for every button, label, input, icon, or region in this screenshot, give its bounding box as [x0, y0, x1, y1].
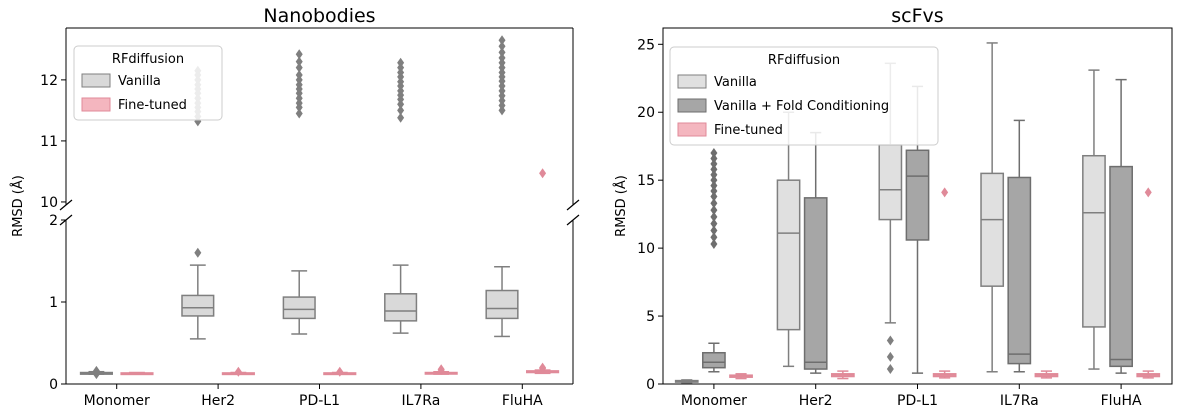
- legend-label-vanilla-fold-conditioning: Vanilla + Fold Conditioning: [714, 99, 889, 114]
- chart-title: scFvs: [891, 5, 943, 27]
- box-fluha-vanilla-outlier-13: [498, 41, 506, 52]
- legend-label-fine-tuned: Fine-tuned: [118, 98, 187, 113]
- box-il7ra-vanilla-outlier-11: [397, 57, 405, 68]
- y-tick-label-0: 0: [49, 377, 58, 393]
- chart-title: Nanobodies: [263, 5, 375, 27]
- box-monomer-vanilla-fold-conditioning-outlier-11: [710, 169, 718, 180]
- y-tick-label-10: 10: [637, 241, 655, 257]
- y-tick-label-20: 20: [637, 105, 655, 121]
- x-tick-label-her2: Her2: [201, 393, 235, 409]
- axis-break-mark-2: [566, 199, 580, 211]
- box-monomer-vanilla-fold-conditioning-outlier-10: [710, 175, 718, 186]
- y-tick-label-25: 25: [637, 37, 655, 53]
- x-tick-label-her2: Her2: [799, 393, 833, 409]
- x-tick-label-pd-l1: PD-L1: [299, 393, 340, 409]
- box-pd-l1-vanilla-iqr: [282, 296, 316, 320]
- box-pd-l1-vanilla-outlier-0: [295, 108, 303, 119]
- box-fluha-vanilla-outlier-12: [498, 47, 506, 58]
- legend-swatch-vanilla: [677, 74, 707, 89]
- x-tick-label-il7ra: IL7Ra: [1000, 393, 1039, 409]
- box-il7ra-vanilla-outlier-0: [397, 112, 405, 123]
- box-pd-l1-vanilla-fold-conditioning-iqr: [905, 149, 930, 241]
- box-her2-vanilla-fold-conditioning-iqr: [803, 197, 828, 370]
- box-il7ra-vanilla-fold-conditioning-iqr: [1007, 176, 1032, 365]
- box-pd-l1-vanilla-outlier-8: [295, 69, 303, 80]
- box-pd-l1-vanilla-outlier-1: [886, 351, 894, 362]
- box-monomer-vanilla-fold-conditioning-iqr: [702, 351, 726, 369]
- axis-break-mark-0: [59, 199, 73, 211]
- box-pd-l1-vanilla-outlier-10: [295, 56, 303, 67]
- x-tick-label-fluha: FluHA: [1101, 393, 1142, 409]
- y-tick-label-2: 2: [49, 213, 58, 229]
- box-fluha-vanilla-fold-conditioning-iqr: [1109, 165, 1133, 368]
- box-fluha-vanilla-iqr: [1082, 154, 1106, 328]
- y-tick-label-12: 12: [40, 73, 58, 89]
- legend-label-vanilla: Vanilla: [118, 74, 161, 89]
- box-monomer-vanilla-fold-conditioning-outlier-15: [710, 148, 718, 159]
- box-monomer-vanilla-fold-conditioning-outlier-2: [710, 225, 718, 236]
- box-il7ra-vanilla-iqr: [980, 172, 1005, 287]
- box-fluha-vanilla-outlier-11: [498, 52, 506, 63]
- y-tick-label-11: 11: [40, 134, 58, 150]
- box-fluha-vanilla-iqr: [485, 289, 519, 320]
- box-monomer-vanilla-fold-conditioning-outlier-0: [710, 239, 718, 250]
- box-pd-l1-vanilla-outlier-0: [886, 364, 894, 375]
- y-tick-label-15: 15: [637, 173, 655, 189]
- box-her2-vanilla-iqr: [181, 294, 215, 317]
- x-tick-label-monomer: Monomer: [84, 393, 150, 409]
- y-tick-label-10: 10: [40, 195, 58, 211]
- box-monomer-vanilla-fold-conditioning-outlier-9: [710, 180, 718, 191]
- legend-title: RFdiffusion: [112, 52, 184, 67]
- x-tick-label-fluha: FluHA: [502, 393, 543, 409]
- box-pd-l1-fine-tuned-outlier-0: [941, 187, 949, 198]
- box-monomer-vanilla-outlier-4: [92, 368, 100, 379]
- x-tick-label-il7ra: IL7Ra: [401, 393, 440, 409]
- x-tick-label-pd-l1: PD-L1: [897, 393, 938, 409]
- box-pd-l1-vanilla-outlier-11: [295, 49, 303, 60]
- legend-label-vanilla: Vanilla: [714, 75, 757, 90]
- box-il7ra-vanilla-outlier-1: [397, 105, 405, 116]
- legend-frame: [669, 46, 939, 146]
- legend-label-fine-tuned: Fine-tuned: [714, 123, 783, 138]
- box-il7ra-fine-tuned-outlier-1: [437, 364, 445, 375]
- box-fluha-vanilla-outlier-14: [498, 35, 506, 46]
- scfvs-panel: scFvs 0 5 10 15 20 25 RMSD (Å) Monomer Her2 PD-L1 I…: [613, 5, 1173, 409]
- box-pd-l1-vanilla-iqr: [878, 144, 903, 221]
- box-il7ra-vanilla-iqr: [384, 293, 418, 322]
- box-monomer-vanilla-fold-conditioning-outlier-8: [710, 186, 718, 197]
- box-fluha-fine-tuned-outlier-2: [539, 168, 547, 179]
- x-tick-label-monomer: Monomer: [681, 393, 747, 409]
- y-axis-label: RMSD (Å): [613, 175, 629, 237]
- axis-break-mark-3: [566, 214, 580, 226]
- box-pd-l1-vanilla-outlier-2: [886, 335, 894, 346]
- legend-swatch-fine-tuned: [677, 122, 707, 137]
- legend-frame: [73, 45, 223, 121]
- box-monomer-vanilla-fold-conditioning-outlier-6: [710, 198, 718, 209]
- box-her2-fine-tuned-outlier-0: [234, 366, 242, 377]
- box-her2-vanilla-outlier-0: [194, 247, 202, 258]
- box-fluha-fine-tuned-outlier-0: [1144, 187, 1152, 198]
- box-monomer-vanilla-fold-conditioning-outlier-14: [710, 153, 718, 164]
- box-monomer-vanilla-fold-conditioning-outlier-4: [710, 211, 718, 222]
- y-tick-label-0: 0: [646, 377, 655, 393]
- box-her2-vanilla-iqr: [776, 179, 801, 331]
- box-monomer-vanilla-fold-conditioning-outlier-3: [710, 218, 718, 229]
- legend-swatch-vanilla-fold-conditioning: [677, 98, 707, 113]
- box-fluha-fine-tuned-outlier-1: [539, 362, 547, 373]
- box-monomer-vanilla-fold-conditioning-outlier-1: [710, 232, 718, 243]
- legend-swatch-vanilla: [81, 73, 111, 88]
- legend-swatch-fine-tuned: [81, 97, 111, 112]
- box-monomer-vanilla-fold-conditioning-outlier-7: [710, 191, 718, 202]
- box-monomer-vanilla-fold-conditioning-outlier-5: [710, 205, 718, 216]
- box-monomer-vanilla-fold-conditioning-outlier-13: [710, 158, 718, 169]
- box-pd-l1-fine-tuned-outlier-0: [336, 366, 344, 377]
- y-tick-label-5: 5: [646, 309, 655, 325]
- y-tick-label-1: 1: [49, 295, 58, 311]
- y-axis-label: RMSD (Å): [10, 175, 26, 237]
- legend-title: RFdiffusion: [768, 53, 840, 68]
- box-pd-l1-vanilla-outlier-9: [295, 62, 303, 73]
- box-monomer-vanilla-fold-conditioning-outlier-12: [710, 164, 718, 175]
